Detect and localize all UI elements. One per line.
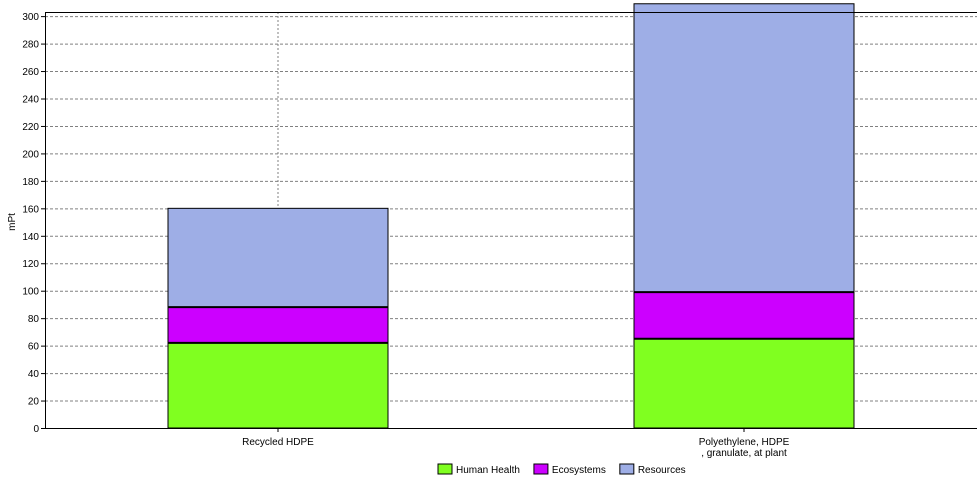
category-label: Recycled HDPE [242,437,314,448]
y-tick-label: 0 [33,424,39,435]
bar-segment-resources [167,207,389,308]
y-tick-label: 120 [22,259,39,270]
y-tick-label: 260 [22,67,39,78]
y-tick-label: 280 [22,40,39,51]
y-tick-label: 140 [22,232,39,243]
y-tick-label: 300 [22,12,39,23]
y-tick-label: 200 [22,149,39,160]
y-tick-label: 220 [22,122,39,133]
category-labels: Recycled HDPE Polyethylene, HDPE, granula… [242,437,789,459]
y-tick-label: 160 [22,204,39,215]
bar-segment-ecosystems [167,306,389,344]
axes [41,12,977,432]
bar-segment-ecosystems [633,291,855,340]
y-tick-labels: 0 20 40 60 80 100 120 140 160 180 200 220 240 260 280 3… [22,12,39,435]
y-tick-label: 40 [28,369,40,380]
bar-segment-human-health [633,338,855,429]
y-tick-label: 180 [22,177,39,188]
legend-label: Ecosystems [552,465,606,476]
legend-swatch [619,463,635,475]
legend-label: Human Health [456,465,520,476]
y-tick-label: 80 [28,314,40,325]
legend: Human Health Ecosystems Resources [437,463,686,476]
legend-swatch [533,463,549,475]
category-label: Polyethylene, HDPE, granulate, at plant [699,437,790,459]
bar-segment-human-health [167,342,389,429]
y-tick-label: 240 [22,94,39,105]
y-tick-label: 20 [28,397,40,408]
legend-label: Resources [638,465,686,476]
legend-swatch [437,463,453,475]
bars [167,3,855,429]
bar-segment-resources [633,3,855,293]
y-axis-label: mPt [7,213,18,231]
y-tick-label: 100 [22,287,39,298]
y-tick-label: 60 [28,342,40,353]
